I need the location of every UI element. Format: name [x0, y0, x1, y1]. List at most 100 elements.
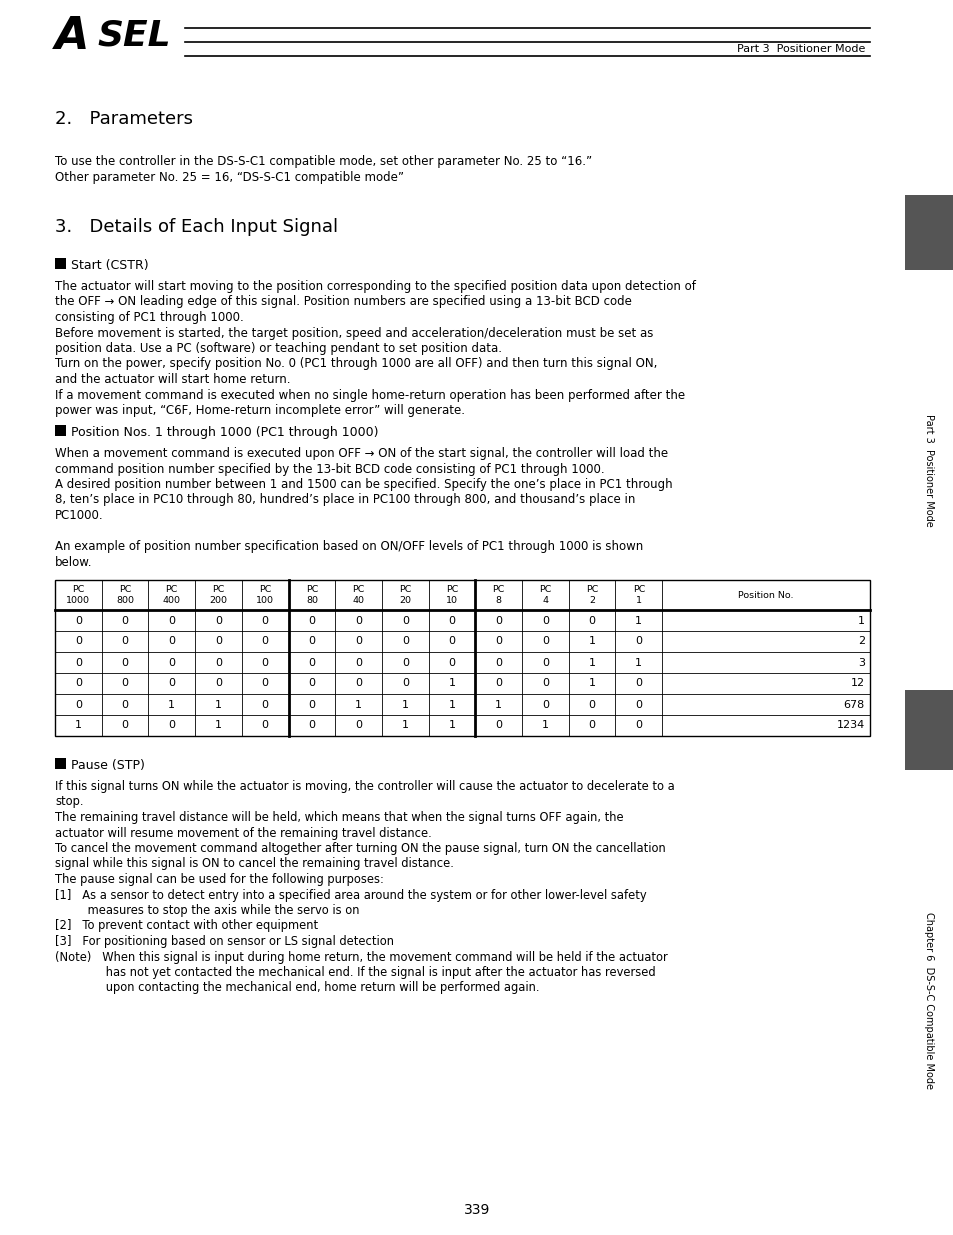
Text: 0: 0 [448, 636, 455, 646]
Text: [3]   For positioning based on sensor or LS signal detection: [3] For positioning based on sensor or L… [55, 935, 394, 948]
Text: 1: 1 [401, 720, 409, 730]
Text: PC
8: PC 8 [492, 585, 504, 605]
Text: 3: 3 [857, 657, 864, 667]
Text: 678: 678 [842, 699, 864, 709]
Text: 0: 0 [74, 657, 82, 667]
Text: 0: 0 [355, 636, 362, 646]
Text: A: A [55, 15, 90, 58]
Text: 0: 0 [214, 678, 222, 688]
Text: 1: 1 [448, 699, 455, 709]
Text: 0: 0 [261, 720, 269, 730]
Text: PC
200: PC 200 [210, 585, 227, 605]
Bar [55, 258, 66, 269]
Text: 0: 0 [448, 615, 455, 625]
Text: 0: 0 [588, 720, 595, 730]
Text: PC
4: PC 4 [538, 585, 551, 605]
Text: 0: 0 [401, 657, 409, 667]
Text: 0: 0 [121, 720, 129, 730]
Text: An example of position number specification based on ON/OFF levels of PC1 throug: An example of position number specificat… [55, 540, 642, 553]
Text: 0: 0 [261, 657, 269, 667]
Text: PC
100: PC 100 [256, 585, 274, 605]
Text: 2.   Parameters: 2. Parameters [55, 110, 193, 128]
Text: 0: 0 [168, 636, 175, 646]
Text: Turn on the power, specify position No. 0 (PC1 through 1000 are all OFF) and the: Turn on the power, specify position No. … [55, 357, 657, 370]
Text: To use the controller in the DS-S-C1 compatible mode, set other parameter No. 25: To use the controller in the DS-S-C1 com… [55, 156, 592, 168]
Text: 0: 0 [495, 678, 501, 688]
Text: 0: 0 [355, 615, 362, 625]
Text: 0: 0 [261, 699, 269, 709]
Text: 0: 0 [214, 657, 222, 667]
Text: PC
40: PC 40 [352, 585, 364, 605]
Text: 0: 0 [541, 615, 548, 625]
Text: 1: 1 [635, 615, 641, 625]
Text: Part 3  Positioner Mode: Part 3 Positioner Mode [736, 44, 864, 54]
Text: 0: 0 [541, 657, 548, 667]
Text: The pause signal can be used for the following purposes:: The pause signal can be used for the fol… [55, 873, 383, 885]
Text: 0: 0 [168, 720, 175, 730]
Text: Other parameter No. 25 = 16, “DS-S-C1 compatible mode”: Other parameter No. 25 = 16, “DS-S-C1 co… [55, 170, 403, 184]
Text: PC
80: PC 80 [305, 585, 317, 605]
Text: signal while this signal is ON to cancel the remaining travel distance.: signal while this signal is ON to cancel… [55, 857, 454, 871]
Text: 0: 0 [495, 615, 501, 625]
Text: 1: 1 [168, 699, 175, 709]
Text: 1: 1 [541, 720, 548, 730]
Bar [55, 425, 66, 436]
Text: 0: 0 [308, 678, 315, 688]
Text: 0: 0 [121, 615, 129, 625]
Text: Before movement is started, the target position, speed and acceleration/decelera: Before movement is started, the target p… [55, 326, 653, 340]
Text: (Note)   When this signal is input during home return, the movement command will: (Note) When this signal is input during … [55, 951, 667, 963]
Text: 0: 0 [121, 678, 129, 688]
Text: stop.: stop. [55, 795, 84, 809]
Text: 0: 0 [495, 720, 501, 730]
Text: 0: 0 [355, 678, 362, 688]
Text: power was input, “C6F, Home-return incomplete error” will generate.: power was input, “C6F, Home-return incom… [55, 404, 464, 417]
Text: 0: 0 [308, 699, 315, 709]
Text: 1: 1 [588, 657, 595, 667]
Text: 0: 0 [588, 699, 595, 709]
Text: 1: 1 [495, 699, 501, 709]
Text: 8, ten’s place in PC10 through 80, hundred’s place in PC100 through 800, and tho: 8, ten’s place in PC10 through 80, hundr… [55, 494, 635, 506]
Text: 0: 0 [261, 615, 269, 625]
Text: below.: below. [55, 556, 92, 568]
Text: 0: 0 [495, 657, 501, 667]
Text: 1: 1 [448, 720, 455, 730]
Text: 0: 0 [635, 678, 641, 688]
Text: 0: 0 [635, 636, 641, 646]
Text: 1: 1 [355, 699, 362, 709]
Text: PC
800: PC 800 [116, 585, 134, 605]
Text: 0: 0 [401, 678, 409, 688]
Text: 0: 0 [308, 615, 315, 625]
Text: and the actuator will start home return.: and the actuator will start home return. [55, 373, 291, 387]
Text: 0: 0 [168, 657, 175, 667]
Text: Position Nos. 1 through 1000 (PC1 through 1000): Position Nos. 1 through 1000 (PC1 throug… [71, 426, 378, 438]
Text: 12: 12 [850, 678, 864, 688]
Text: position data. Use a PC (software) or teaching pendant to set position data.: position data. Use a PC (software) or te… [55, 342, 501, 354]
Text: 0: 0 [121, 699, 129, 709]
Text: 0: 0 [168, 615, 175, 625]
Text: 0: 0 [121, 636, 129, 646]
Text: PC
2: PC 2 [585, 585, 598, 605]
Text: 2: 2 [857, 636, 864, 646]
Text: PC
400: PC 400 [163, 585, 180, 605]
Text: 0: 0 [588, 615, 595, 625]
Text: 0: 0 [541, 636, 548, 646]
Text: 0: 0 [401, 636, 409, 646]
Bar [904, 195, 953, 270]
Text: 0: 0 [448, 657, 455, 667]
Text: To cancel the movement command altogether after turning ON the pause signal, tur: To cancel the movement command altogethe… [55, 842, 665, 855]
Text: Start (CSTR): Start (CSTR) [71, 259, 149, 272]
Text: SEL: SEL [97, 19, 171, 52]
Text: 0: 0 [121, 657, 129, 667]
Text: A desired position number between 1 and 1500 can be specified. Specify the one’s: A desired position number between 1 and … [55, 478, 672, 492]
Text: 0: 0 [308, 636, 315, 646]
Text: The actuator will start moving to the position corresponding to the specified po: The actuator will start moving to the po… [55, 280, 695, 293]
Text: 1: 1 [588, 636, 595, 646]
Text: 0: 0 [541, 699, 548, 709]
Text: 1: 1 [448, 678, 455, 688]
Text: 1: 1 [214, 720, 222, 730]
Text: PC
1000: PC 1000 [67, 585, 91, 605]
Text: 1: 1 [588, 678, 595, 688]
Text: If a movement command is executed when no single home-return operation has been : If a movement command is executed when n… [55, 389, 684, 401]
Text: command position number specified by the 13-bit BCD code consisting of PC1 throu: command position number specified by the… [55, 462, 604, 475]
Text: actuator will resume movement of the remaining travel distance.: actuator will resume movement of the rem… [55, 826, 432, 840]
